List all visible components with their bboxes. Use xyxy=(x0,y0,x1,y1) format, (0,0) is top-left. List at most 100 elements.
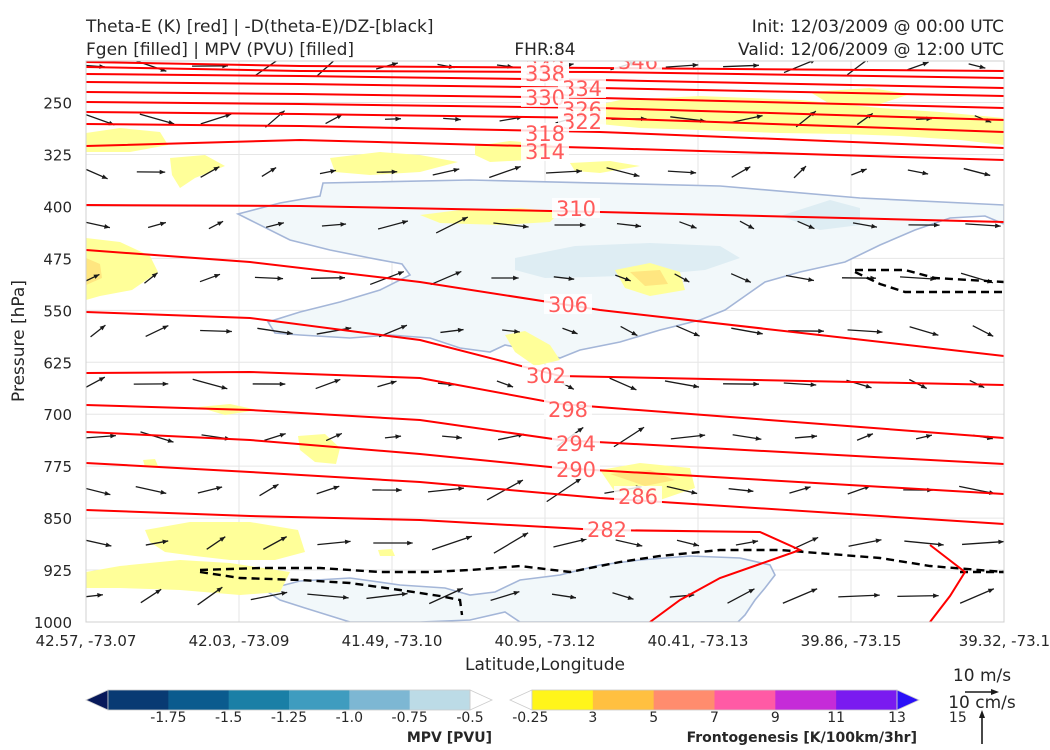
wind-vector-head xyxy=(998,539,1004,545)
wind-vector xyxy=(959,588,995,604)
wind-vector xyxy=(493,222,529,228)
wind-vector-head xyxy=(513,275,519,281)
wind-vector-head xyxy=(692,62,699,68)
wind-vector-head xyxy=(453,167,460,173)
wind-vector-head xyxy=(693,542,700,547)
colorbar-segment xyxy=(228,690,290,710)
wind-vector-head xyxy=(922,61,929,67)
fgen-region xyxy=(143,459,158,467)
wind-vector-head xyxy=(693,331,700,337)
wind-vector-head xyxy=(401,591,408,597)
wind-vector-head xyxy=(866,433,873,439)
wind-vector-head xyxy=(396,487,402,493)
fgen-region xyxy=(575,96,1004,145)
wind-vector-head xyxy=(624,276,631,282)
wind-vector-head xyxy=(333,485,340,491)
wind-vector-head xyxy=(101,174,108,179)
wind-vector-head xyxy=(922,170,929,176)
colorbar-tick-label: -0.5 xyxy=(456,710,483,726)
wind-vector xyxy=(257,327,293,335)
theta-e-label: 282 xyxy=(587,518,627,542)
wind-vector-head xyxy=(395,434,402,440)
theta-e-contour xyxy=(86,249,1004,357)
wind-vector-head xyxy=(522,532,529,538)
y-axis-ticks: 250 325 400 475 550 625 700 775 850 925 1000 xyxy=(34,95,72,632)
fgen-region xyxy=(145,522,305,560)
theta-e-contour xyxy=(86,91,1004,109)
wind-vector xyxy=(86,114,115,126)
theta-e-label-bg xyxy=(558,111,606,131)
wind-vector-head xyxy=(756,114,763,120)
wind-vector xyxy=(606,167,640,177)
title-left-line-1: Theta-E (K) [red] | -D(theta-E)/DZ-[blac… xyxy=(85,17,434,37)
wind-vector-head xyxy=(747,488,754,494)
wind-vector-head xyxy=(513,590,520,596)
theta-e-label-bg xyxy=(521,87,569,107)
wind-vector-head xyxy=(159,169,166,175)
colorbar-extend-left xyxy=(85,689,109,711)
wind-vector-head xyxy=(105,542,112,548)
wind-vector xyxy=(250,591,288,601)
wind-vector-head xyxy=(933,222,940,228)
wind-vector-head xyxy=(808,224,815,229)
wind-vector-head xyxy=(755,436,762,441)
wind-vector-head xyxy=(810,382,817,387)
title-valid: Valid: 12/06/2009 @ 12:00 UTC xyxy=(738,40,1004,60)
wind-vector-head xyxy=(567,384,574,390)
wind-vector-head xyxy=(875,538,882,544)
colorbar-frame xyxy=(107,689,471,711)
wind-vector-head xyxy=(277,221,284,227)
theta-e-label: 286 xyxy=(618,485,658,509)
colorbar-tick-label: -0.75 xyxy=(392,710,428,726)
wind-vector-head xyxy=(810,61,815,64)
wind-vector xyxy=(307,593,349,599)
theta-e-label-bg xyxy=(552,433,600,453)
wind-vector-head xyxy=(690,170,697,175)
theta-e-contour xyxy=(86,311,1004,386)
theta-e-label: 306 xyxy=(548,293,588,317)
wind-vector xyxy=(366,592,408,600)
wind-vector-head xyxy=(104,490,111,496)
wind-vector-head xyxy=(874,592,880,598)
wind-vector-head xyxy=(344,539,351,545)
colorbar-tick-label: 11 xyxy=(827,710,845,726)
wind-vector-head xyxy=(804,486,811,491)
wind-vector-head xyxy=(638,427,645,433)
wind-vector-head xyxy=(342,595,349,600)
wind-vector-head xyxy=(812,537,819,542)
wind-vector-head xyxy=(577,427,584,433)
x-axis-label: Latitude,Longitude xyxy=(465,655,625,675)
wind-vector-head xyxy=(753,63,759,68)
wind-vector-head xyxy=(690,224,697,229)
wind-vector-head xyxy=(455,271,462,276)
colorbar-segment xyxy=(409,690,471,710)
wind-vector-head xyxy=(691,489,698,495)
colorbar-tick-label: 9 xyxy=(771,710,780,726)
x-axis-ticks: 42.57, -73.07 42.03, -73.09 41.49, -73.10 4… xyxy=(36,632,1050,650)
theta-e-label: 314 xyxy=(525,140,565,164)
wind-vector-head xyxy=(627,595,634,600)
colorbar-segment xyxy=(108,690,169,710)
wind-vector-head xyxy=(221,384,228,390)
wind-vector-head xyxy=(226,329,232,334)
wind-vector xyxy=(140,431,174,443)
wind-vector xyxy=(86,168,108,180)
colorbar-tick-label: -0.25 xyxy=(512,710,548,726)
wind-vector-head xyxy=(391,62,398,67)
y-tick-label: 850 xyxy=(43,510,72,528)
wind-vector-head xyxy=(401,220,408,225)
y-tick-label: 925 xyxy=(43,562,72,580)
wind-vector-head xyxy=(568,276,575,281)
wind-vector-head xyxy=(455,116,461,122)
wind-vector xyxy=(431,535,473,551)
wind-vector-head xyxy=(458,486,465,492)
wind-vector-head xyxy=(932,331,939,336)
wind-vector-head xyxy=(699,433,706,439)
wind-vector-head xyxy=(514,166,521,171)
wind-vector-head xyxy=(811,588,818,594)
wind-vector-head xyxy=(272,484,279,490)
wind-reference-vertical-arrowhead xyxy=(979,710,985,718)
wind-vector-head xyxy=(277,276,284,281)
fgen-colorbar: 3 5 7 9 11 13 15 xyxy=(509,689,967,726)
theta-e-label-bg xyxy=(521,63,569,83)
